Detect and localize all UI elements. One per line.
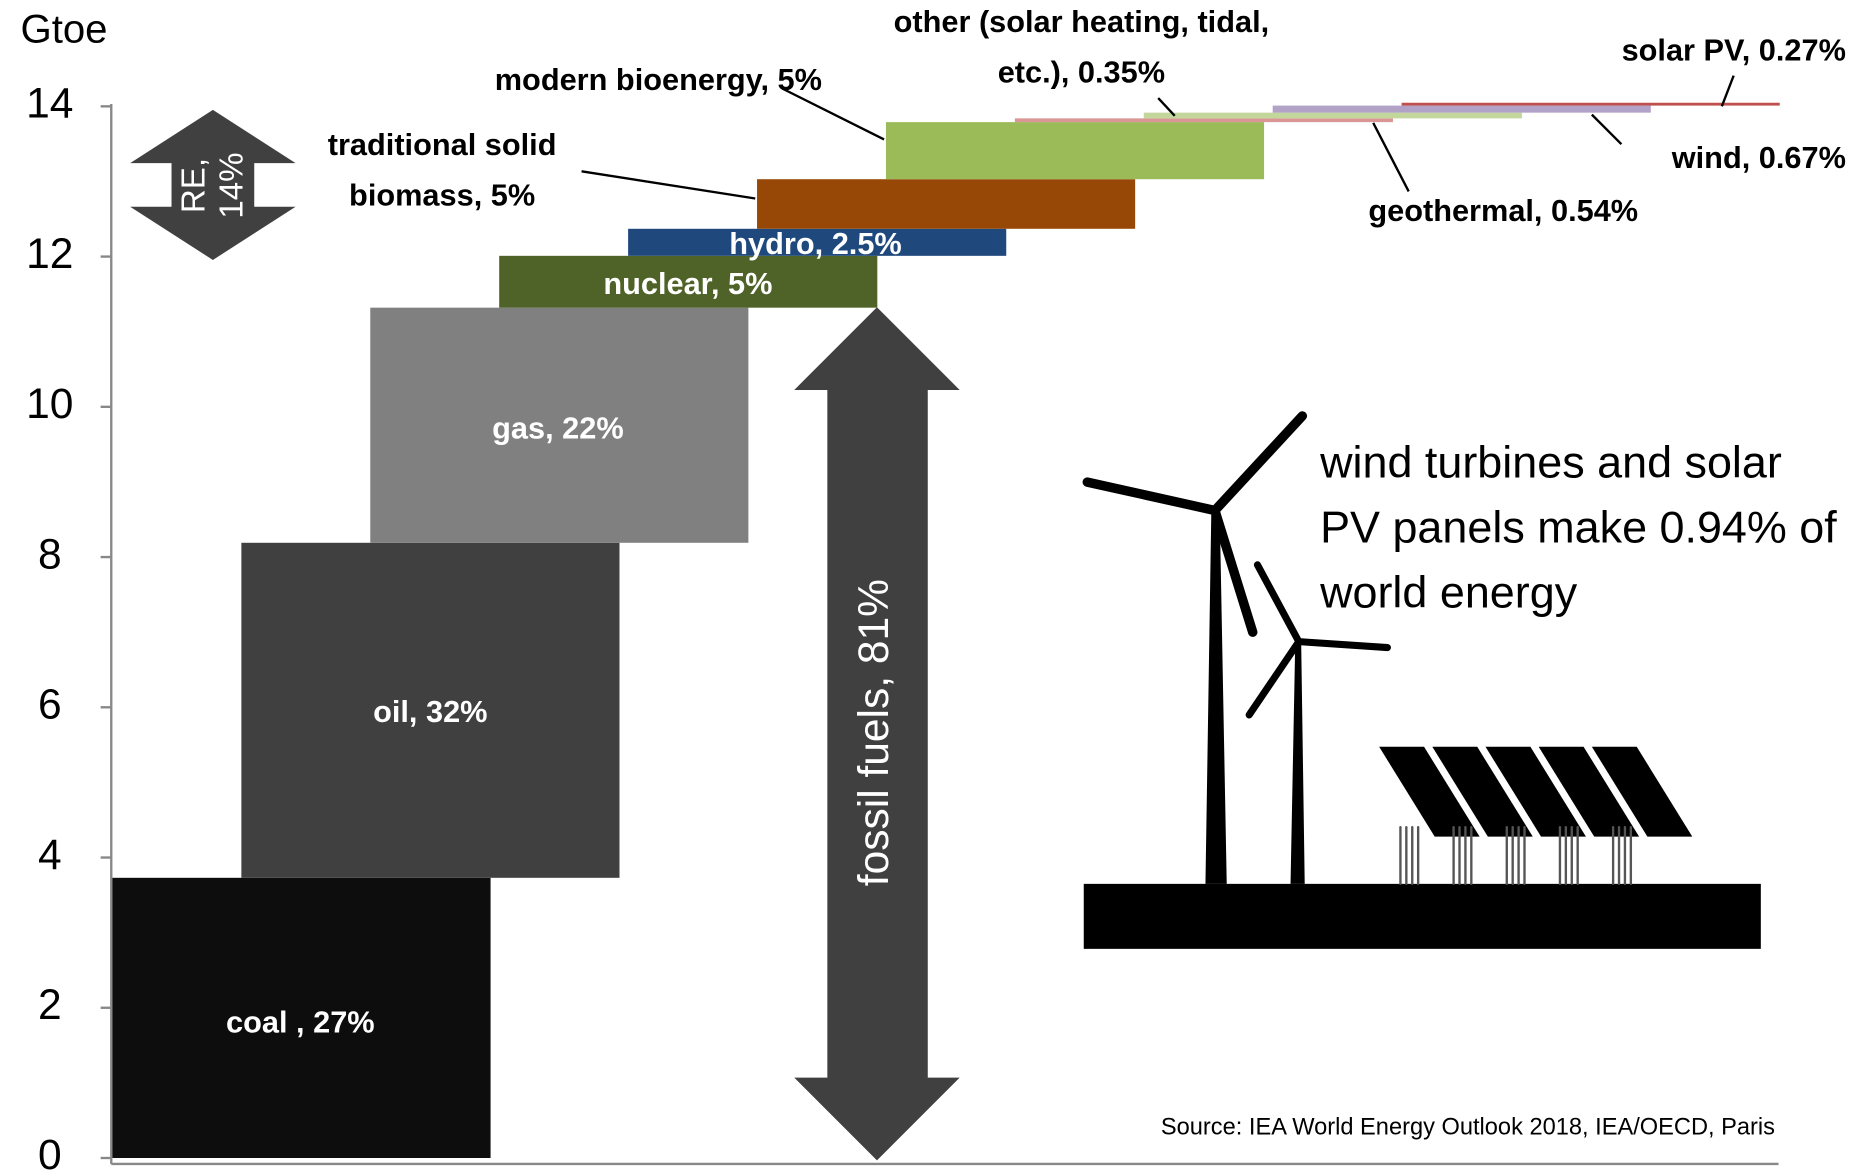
fossil-arrow xyxy=(794,307,960,1161)
note: wind turbines and solar PV panels make 0… xyxy=(1320,438,1837,618)
category-label-box: nuclear, 5% xyxy=(603,265,773,301)
bar xyxy=(1014,118,1393,123)
category-label: nuclear, 5% xyxy=(603,265,773,301)
category-label: solar PV, 0.27% xyxy=(1621,31,1846,67)
solar-panel xyxy=(1432,746,1533,837)
solar-panel xyxy=(1538,746,1640,837)
category-label-box: other (solar heating, tidal, etc.), 0.35… xyxy=(893,3,1270,90)
bar xyxy=(1272,105,1651,113)
bar xyxy=(499,255,878,308)
category-label: gas, 22% xyxy=(492,409,624,445)
y-tick-label: 4 xyxy=(38,831,62,879)
category-label-box: hydro, 2.5% xyxy=(729,225,902,261)
solar-panel xyxy=(1591,746,1693,837)
category-label-box: solar PV, 0.27% xyxy=(1621,31,1846,67)
category-label: coal , 27% xyxy=(226,1003,375,1040)
y-tick-label: 6 xyxy=(38,681,62,729)
leader-line xyxy=(1157,97,1176,117)
y-axis-label: Gtoe xyxy=(20,7,107,52)
y-tick-label: 0 xyxy=(38,1131,62,1171)
bar xyxy=(757,179,1136,229)
bar xyxy=(1143,112,1522,119)
category-label: wind, 0.67% xyxy=(1671,138,1846,175)
solar-panel xyxy=(1379,746,1480,837)
bar xyxy=(885,122,1265,180)
category-label: modern bioenergy, 5% xyxy=(494,60,822,97)
y-tick-label: 2 xyxy=(38,981,62,1029)
solar-panel xyxy=(1485,746,1586,837)
category-label: traditional solid biomass, 5% xyxy=(327,126,557,213)
category-label-box: oil, 32% xyxy=(373,693,488,729)
category-label-box: wind, 0.67% xyxy=(1671,138,1846,175)
y-tick-label: 14 xyxy=(26,80,73,128)
category-label: hydro, 2.5% xyxy=(729,225,902,261)
category-label-box: traditional solid biomass, 5% xyxy=(327,126,557,213)
y-tick-label: 8 xyxy=(38,530,62,578)
re-label: RE, 14% xyxy=(175,152,250,219)
category-label: other (solar heating, tidal, etc.), 0.35… xyxy=(893,3,1270,90)
bar xyxy=(370,307,749,543)
category-label-box: gas, 22% xyxy=(492,409,624,445)
category-label-box: coal , 27% xyxy=(226,1003,375,1040)
category-label: oil, 32% xyxy=(373,693,488,729)
note-box: wind turbines and solar PV panels make 0… xyxy=(1320,438,1837,618)
re-label-box: RE, 14% xyxy=(175,152,250,219)
wind-solar-icon xyxy=(1082,411,1761,949)
bar xyxy=(628,228,1007,256)
fossil-label: fossil fuels, 81% xyxy=(850,579,898,886)
category-label-box: geothermal, 0.54% xyxy=(1368,192,1639,228)
y-tick-label: 12 xyxy=(26,230,73,278)
re-arrow xyxy=(130,109,296,260)
y-tick-label: 10 xyxy=(26,380,73,428)
bar xyxy=(1401,102,1780,106)
leader-line xyxy=(1372,122,1410,192)
source: Source: IEA World Energy Outlook 2018, I… xyxy=(1161,1115,1775,1141)
leader-line xyxy=(1720,75,1735,107)
category-label-box: modern bioenergy, 5% xyxy=(494,60,822,97)
leader-line xyxy=(581,170,756,200)
leader-line xyxy=(1591,113,1623,145)
category-label: geothermal, 0.54% xyxy=(1368,192,1639,228)
bar xyxy=(112,877,491,1159)
leader-line xyxy=(781,87,885,141)
bar xyxy=(241,542,620,878)
